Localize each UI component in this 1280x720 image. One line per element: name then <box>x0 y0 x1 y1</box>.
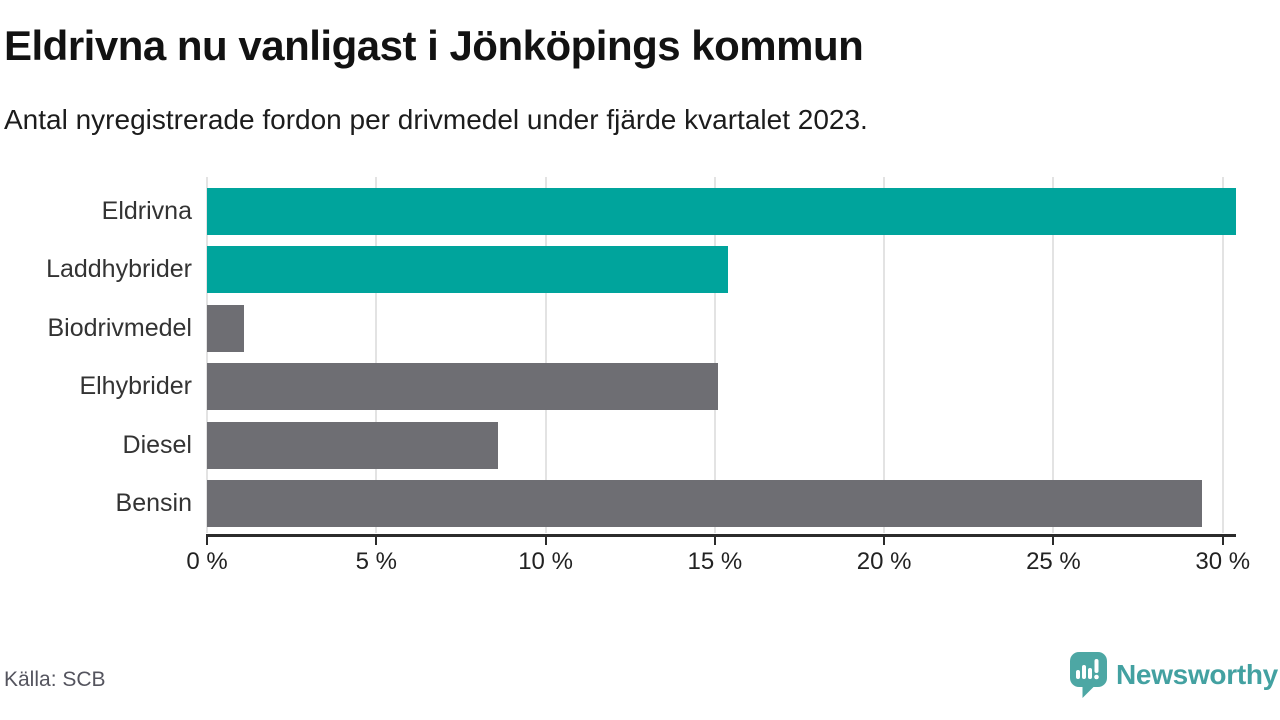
category-label: Diesel <box>122 430 192 459</box>
gridline <box>206 177 208 533</box>
category-label: Bensin <box>115 489 192 517</box>
brand-name: Newsworthy <box>1116 659 1278 690</box>
x-axis-tick-label: 30 % <box>1195 548 1251 575</box>
bar <box>207 304 245 352</box>
x-axis-tick-label: 25 % <box>1026 548 1081 575</box>
x-axis-tick-label: 10 % <box>518 548 573 575</box>
bar <box>207 363 719 411</box>
brand-logo: Newsworthy <box>1068 650 1278 700</box>
x-axis-tick-label: 20 % <box>856 548 912 575</box>
page-title: Eldrivna nu vanligast i Jönköpings kommu… <box>4 22 864 69</box>
x-axis-tick-label: 5 % <box>355 548 397 575</box>
gridline <box>883 177 886 533</box>
bar <box>207 421 499 469</box>
category-label: Eldrivna <box>101 197 192 225</box>
x-axis-tick <box>206 534 208 545</box>
category-label: Elhybrider <box>79 372 192 401</box>
gridline <box>1052 177 1055 533</box>
x-axis-tick <box>713 534 716 545</box>
page-subtitle: Antal nyregistrerade fordon per drivmede… <box>4 104 868 135</box>
gridline <box>1221 177 1224 533</box>
x-axis-tick-label: 0 % <box>186 548 228 575</box>
gridline <box>544 177 547 533</box>
x-axis-line <box>207 534 1237 537</box>
x-axis-tick <box>1221 534 1224 545</box>
bar <box>207 188 1237 235</box>
category-label: Biodrivmedel <box>47 313 192 342</box>
x-axis-tick <box>1052 534 1055 545</box>
gridline <box>713 177 716 533</box>
newsworthy-bubble-chart-icon <box>1068 651 1108 699</box>
x-axis-tick <box>544 534 547 545</box>
source-note: Källa: SCB <box>4 668 106 691</box>
category-label: Laddhybrider <box>46 255 192 284</box>
gridline <box>375 177 378 533</box>
bar <box>207 480 1203 527</box>
x-axis-tick <box>883 534 886 545</box>
bar <box>207 246 729 294</box>
x-axis-tick-label: 15 % <box>687 548 743 575</box>
x-axis-tick <box>375 534 378 545</box>
